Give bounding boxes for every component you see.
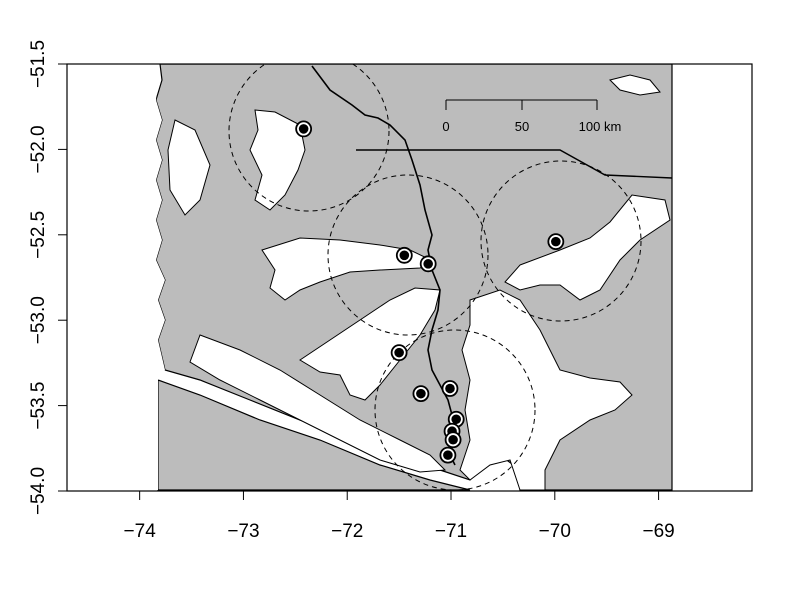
- sample-point: [395, 246, 413, 264]
- water-sound-lower: [299, 287, 441, 401]
- x-tick-label: −71: [435, 521, 467, 542]
- sample-point: [547, 233, 565, 251]
- x-tick-label: −69: [642, 521, 674, 542]
- sample-point: [390, 344, 408, 362]
- scale-bar: 0 50 100 km: [442, 99, 622, 134]
- x-tick-label: −74: [124, 521, 157, 542]
- sample-point: [441, 380, 459, 397]
- sample-point: [412, 385, 430, 403]
- radius-circle-4: [374, 329, 536, 491]
- y-axis: −51.5 −52.0 −52.5 −53.0 −53.5 −54.0: [28, 40, 68, 515]
- water-west-open: [67, 64, 165, 490]
- sample-point: [419, 255, 437, 273]
- y-tick-label: −53.5: [28, 382, 49, 430]
- water-strait-main: [459, 289, 633, 491]
- x-tick-label: −72: [331, 521, 363, 542]
- water-strait-east: [504, 194, 671, 301]
- land-south: [157, 379, 471, 491]
- sample-point: [439, 446, 457, 464]
- sample-point: [295, 120, 313, 138]
- x-axis: −74 −73 −72 −71 −70 −69: [124, 490, 675, 542]
- radius-circle-2: [327, 174, 489, 336]
- water-fjord-west: [167, 119, 211, 216]
- water-bay-northeast: [609, 74, 661, 96]
- scale-label-100: 100 km: [579, 119, 622, 134]
- water-sound-upper: [261, 237, 437, 301]
- water-channel-north: [249, 109, 306, 211]
- y-tick-label: −51.5: [28, 40, 49, 88]
- water-pass-south: [189, 334, 447, 473]
- x-tick-label: −70: [539, 521, 571, 542]
- y-tick-label: −53.0: [28, 296, 49, 344]
- y-tick-label: −52.5: [28, 211, 49, 259]
- y-tick-label: −52.0: [28, 125, 49, 173]
- x-tick-label: −73: [227, 521, 259, 542]
- scale-label-0: 0: [442, 119, 449, 134]
- sample-points: [295, 120, 565, 464]
- y-tick-label: −54.0: [28, 467, 49, 515]
- map-area: 0 50 100 km: [67, 64, 673, 491]
- border-line-east: [356, 149, 673, 179]
- radius-circle-3: [480, 160, 642, 322]
- radius-circle-1: [228, 64, 390, 212]
- scale-label-50: 50: [515, 119, 529, 134]
- sample-point: [444, 431, 462, 449]
